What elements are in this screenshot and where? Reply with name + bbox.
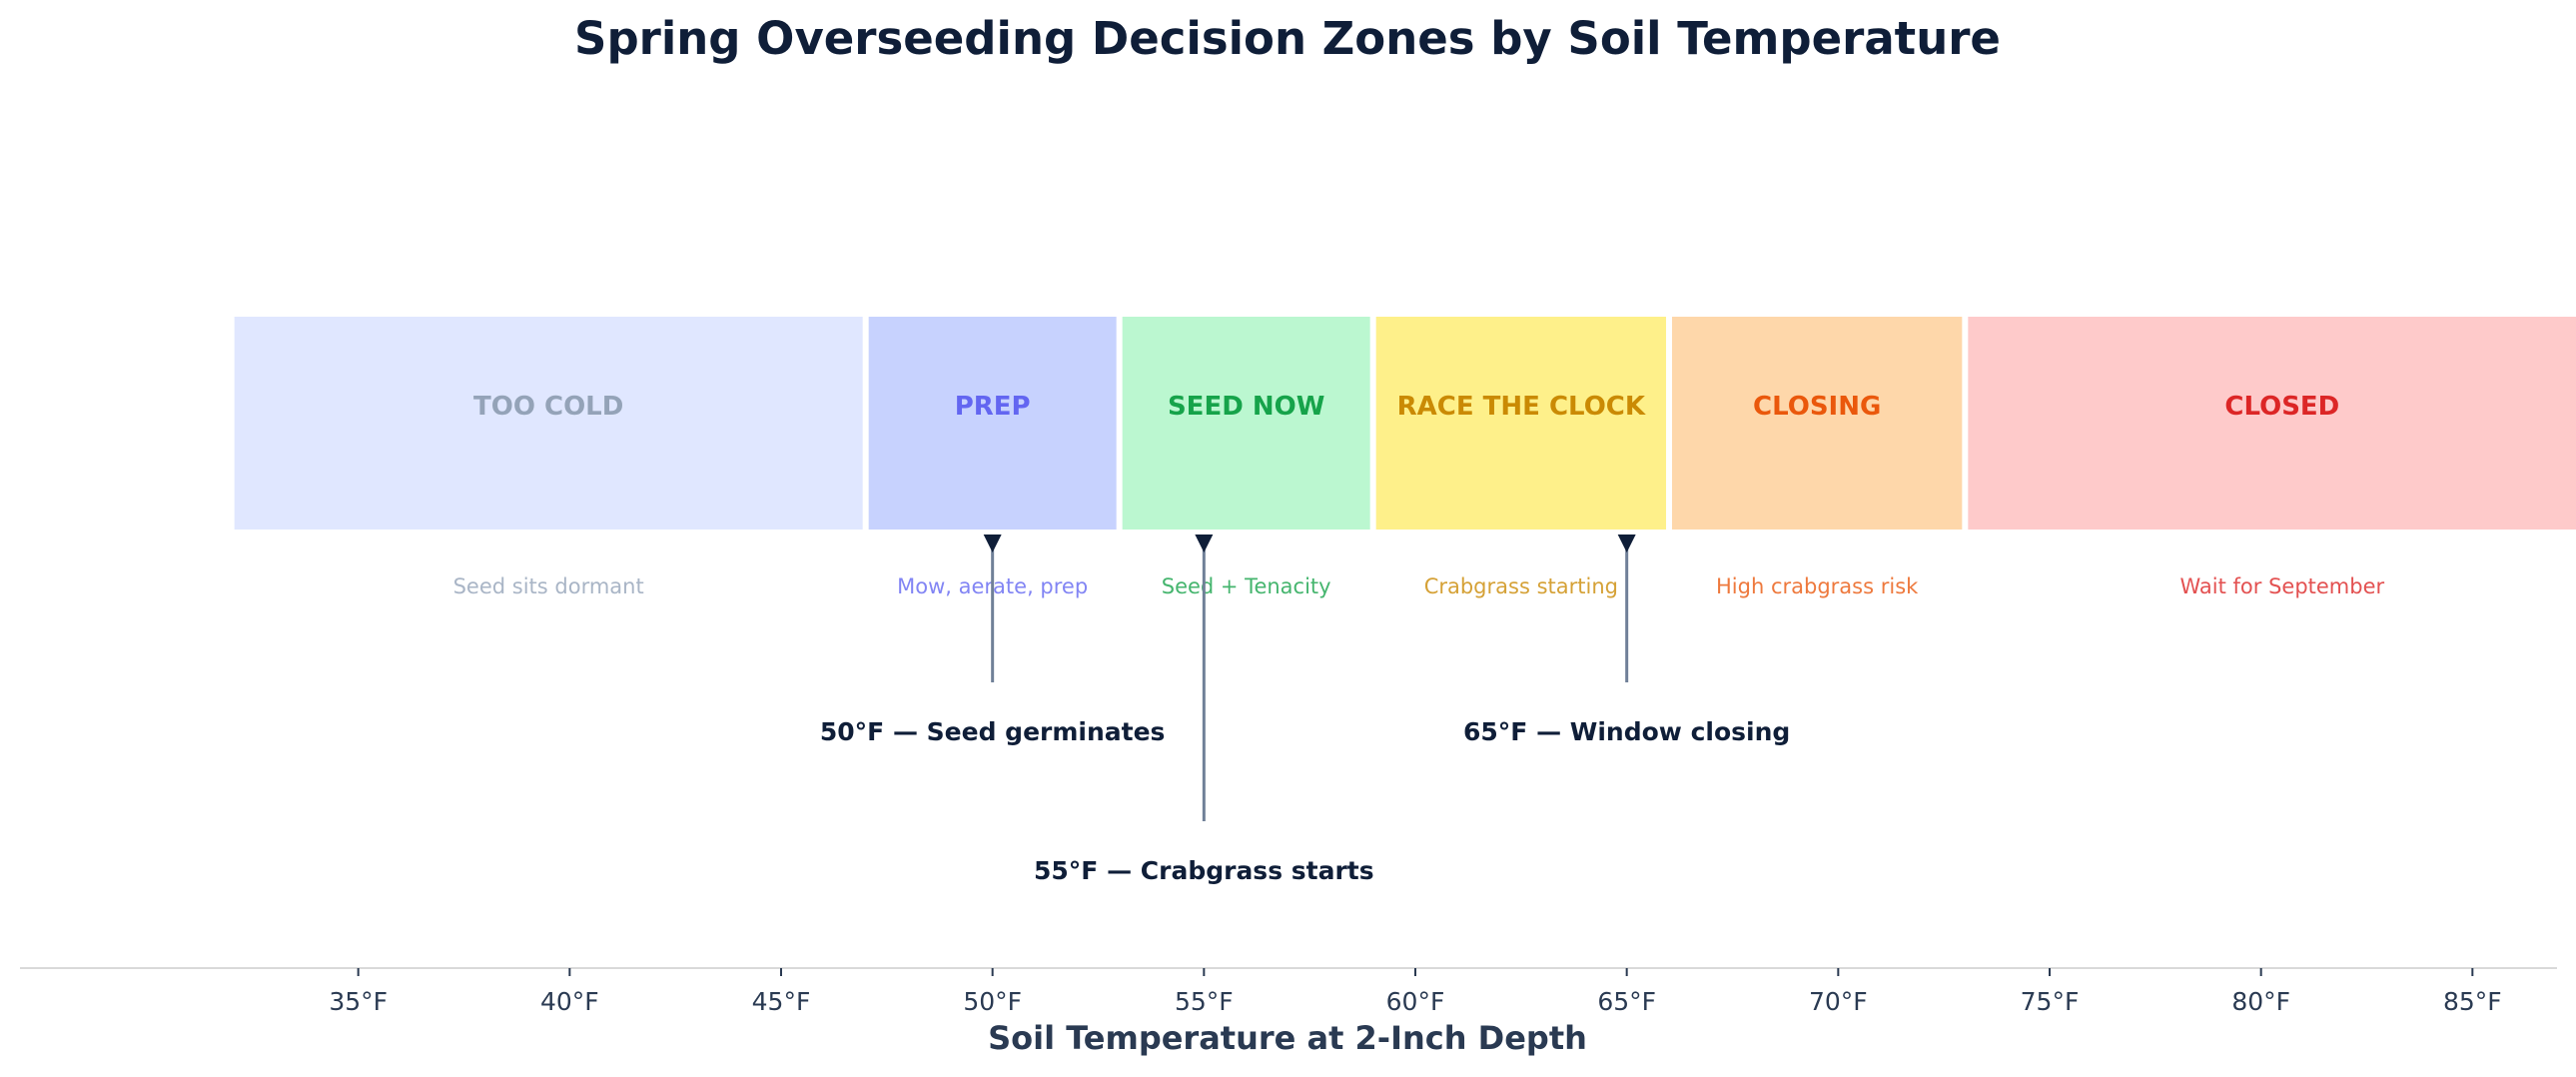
zone-block bbox=[1122, 317, 1370, 530]
x-tick-label: 40°F bbox=[540, 987, 599, 1016]
x-tick-label: 45°F bbox=[752, 987, 811, 1016]
zone-name: CLOSING bbox=[1753, 392, 1881, 422]
annotation-label: 65°F — Window closing bbox=[1463, 717, 1790, 746]
x-tick-label: 50°F bbox=[963, 987, 1022, 1016]
zone-name: RACE THE CLOCK bbox=[1397, 392, 1646, 422]
zone-description: Crabgrass starting bbox=[1424, 574, 1618, 598]
zone-description: High crabgrass risk bbox=[1716, 574, 1919, 598]
zone-block bbox=[234, 317, 863, 530]
annotation-label: 55°F — Crabgrass starts bbox=[1034, 856, 1374, 885]
x-tick-label: 75°F bbox=[2021, 987, 2080, 1016]
zone-description: Wait for September bbox=[2179, 574, 2384, 598]
zone-description: Seed + Tenacity bbox=[1162, 574, 1331, 598]
zone-name: PREP bbox=[955, 392, 1031, 422]
zone-block bbox=[1968, 317, 2576, 530]
x-tick-label: 85°F bbox=[2443, 987, 2502, 1016]
x-tick-label: 35°F bbox=[329, 987, 388, 1016]
zone-name: CLOSED bbox=[2224, 392, 2339, 422]
annotation-arrowhead bbox=[1617, 535, 1636, 552]
chart-title: Spring Overseeding Decision Zones by Soi… bbox=[574, 12, 2001, 65]
x-axis-label: Soil Temperature at 2-Inch Depth bbox=[988, 1019, 1587, 1057]
x-axis: 35°F 40°F 45°F 50°F 55°F 60°F 65°F 70°F 75°F 80°F… bbox=[20, 967, 2557, 1016]
annotation-label: 50°F — Seed germinates bbox=[820, 717, 1166, 746]
x-tick-label: 65°F bbox=[1597, 987, 1656, 1016]
zone-name: SEED NOW bbox=[1168, 392, 1324, 422]
zone-name: TOO COLD bbox=[473, 392, 623, 422]
annotation-arrowhead bbox=[983, 535, 1002, 552]
annotations-layer: 50°F — Seed germinates 55°F — Crabgrass s… bbox=[820, 535, 1790, 885]
x-tick-label: 60°F bbox=[1386, 987, 1445, 1016]
x-tick-label: 80°F bbox=[2231, 987, 2290, 1016]
x-tick-label: 55°F bbox=[1175, 987, 1234, 1016]
x-tick-label: 70°F bbox=[1809, 987, 1868, 1016]
zone-block bbox=[1672, 317, 1963, 530]
zone-block bbox=[1375, 317, 1666, 530]
zone-block bbox=[868, 317, 1117, 530]
annotation-arrowhead bbox=[1195, 535, 1214, 552]
zone-description: Seed sits dormant bbox=[453, 574, 644, 598]
